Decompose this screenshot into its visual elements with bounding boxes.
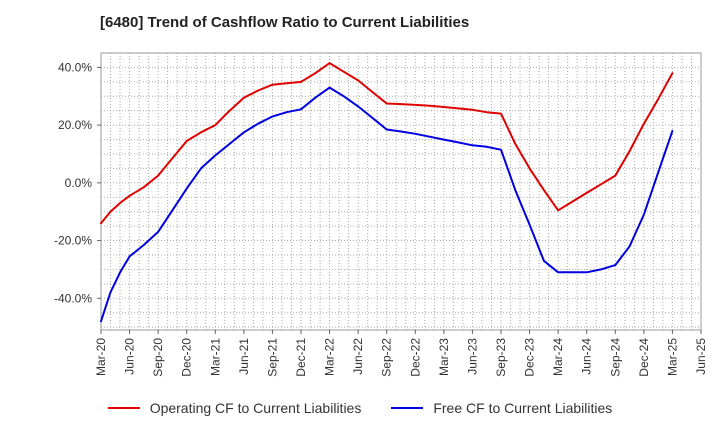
x-tick-label: Jun-25 [694, 338, 708, 375]
legend-label-operating: Operating CF to Current Liabilities [149, 400, 362, 416]
x-tick-label: Dec-21 [294, 338, 308, 377]
x-tick-label: Jun-23 [465, 338, 479, 375]
y-tick-label: -40.0% [54, 291, 92, 305]
x-tick-label: Sep-21 [265, 338, 279, 377]
grid [100, 52, 702, 330]
legend-label-free: Free CF to Current Liabilities [433, 400, 613, 416]
x-tick-label: Sep-23 [494, 338, 508, 377]
x-tick-label: Dec-22 [408, 338, 422, 377]
x-tick-label: Mar-20 [94, 338, 108, 376]
x-tick-label: Dec-20 [180, 338, 194, 377]
x-tick-label: Sep-24 [608, 338, 622, 377]
series-line-free-cf [100, 86, 674, 323]
y-tick-label: 40.0% [58, 60, 92, 74]
x-tick-label: Mar-23 [437, 338, 451, 376]
series-lines [100, 62, 674, 323]
y-tick-label: 0.0% [65, 176, 93, 190]
legend: Operating CF to Current Liabilities Free… [0, 400, 720, 416]
x-tick-label: Jun-21 [237, 338, 251, 375]
x-tick-label: Dec-24 [637, 338, 651, 377]
x-axis: Mar-20 Jun-20 Sep-20 Dec-20 Mar-21 Jun-21 Sep-… [94, 330, 708, 377]
x-tick-label: Jun-22 [351, 338, 365, 375]
y-axis: 40.0% 20.0% 0.0% -20.0% -40.0% [54, 60, 101, 305]
series-line-operating-cf [100, 62, 674, 225]
legend-item-operating: Operating CF to Current Liabilities [107, 400, 362, 416]
x-tick-label: Dec-23 [523, 338, 537, 377]
x-tick-label: Jun-24 [580, 338, 594, 375]
legend-swatch-operating [107, 407, 140, 409]
legend-item-free: Free CF to Current Liabilities [391, 400, 612, 416]
x-tick-label: Sep-22 [380, 338, 394, 377]
x-tick-label: Mar-22 [323, 338, 337, 376]
chart-title: [6480] Trend of Cashflow Ratio to Curren… [100, 14, 470, 31]
legend-swatch-free [391, 407, 424, 409]
y-tick-label: -20.0% [54, 234, 92, 248]
y-tick-label: 20.0% [58, 118, 92, 132]
x-tick-label: Jun-20 [123, 338, 137, 375]
x-tick-label: Sep-20 [151, 338, 165, 377]
x-tick-label: Mar-25 [665, 338, 679, 376]
x-tick-label: Mar-21 [208, 338, 222, 376]
x-tick-label: Mar-24 [551, 338, 565, 376]
plot-frame [100, 52, 702, 331]
